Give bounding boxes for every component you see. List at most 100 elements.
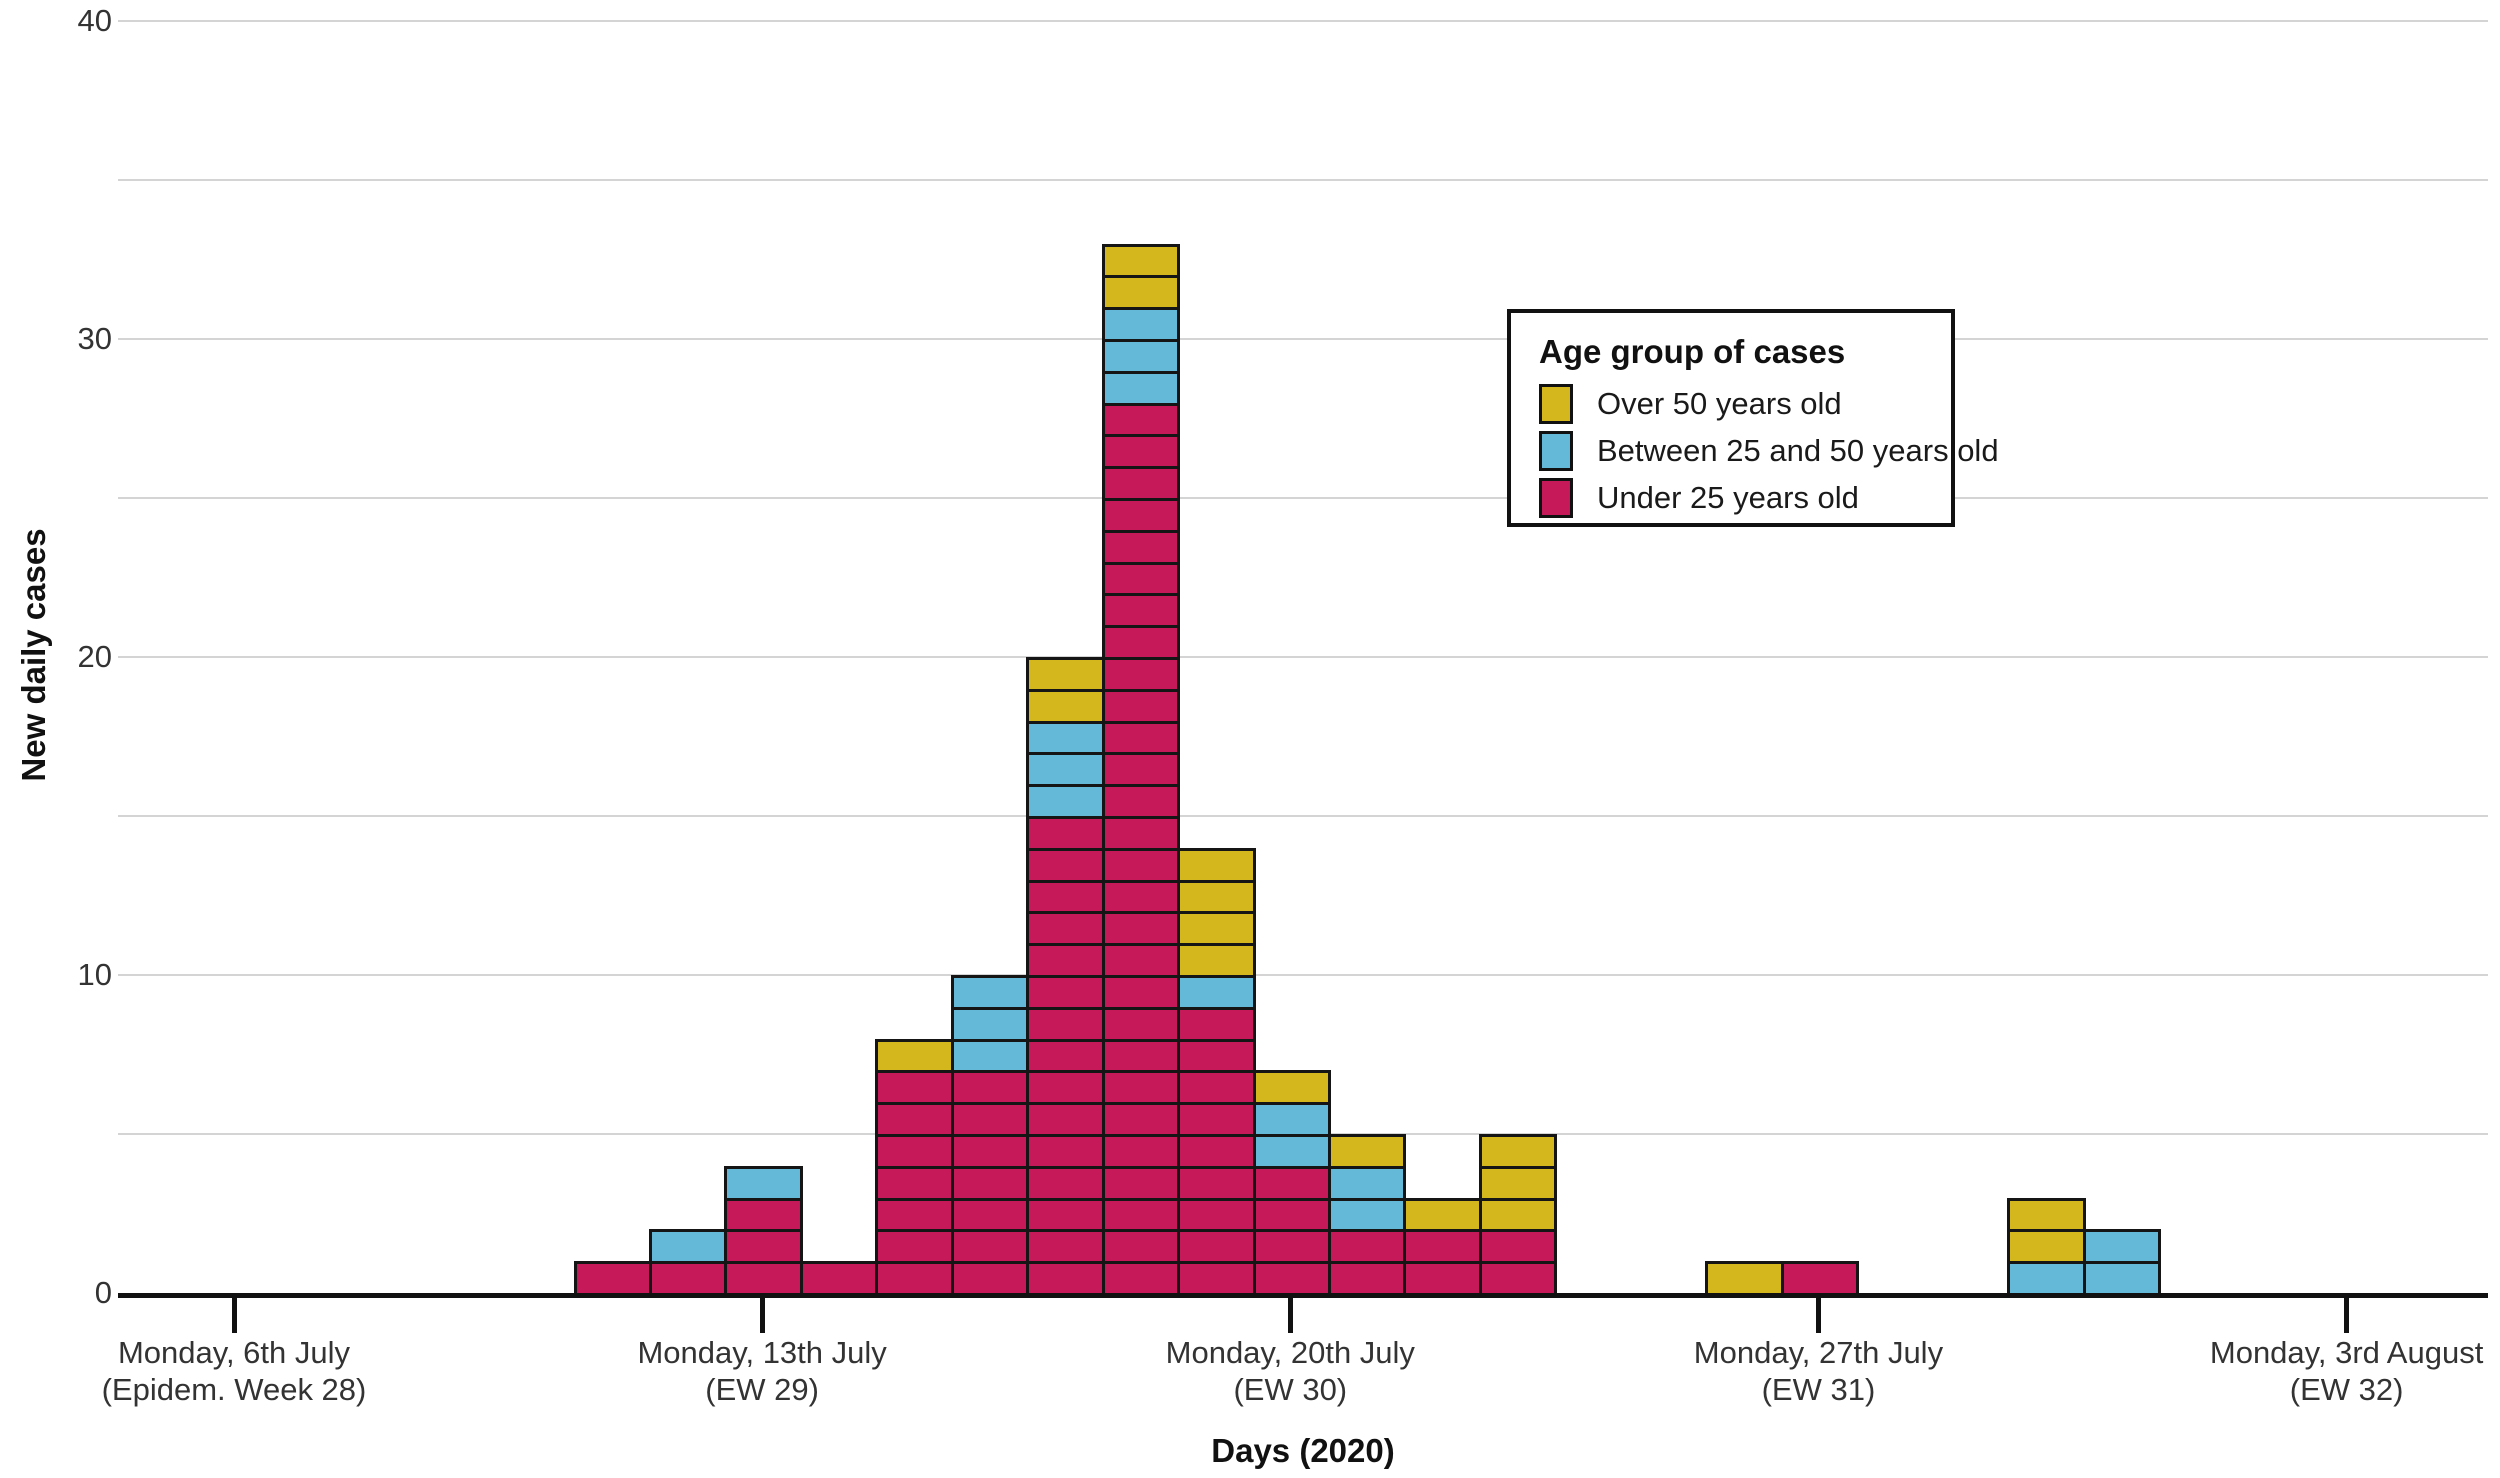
x-tick-label-line1: Monday, 27th July xyxy=(1693,1335,1944,1370)
case-cell-under_25 xyxy=(1026,1006,1105,1042)
case-cell-under_25 xyxy=(1026,1134,1105,1169)
case-cell-under_25 xyxy=(1101,1038,1181,1074)
x-tick-label-line1: Monday, 13th July xyxy=(637,1335,887,1370)
case-cell-under_25 xyxy=(950,1165,1030,1201)
case-cell-under_25 xyxy=(950,1070,1030,1106)
case-cell-under_25 xyxy=(1101,1261,1181,1296)
case-cell-under_25 xyxy=(1101,720,1181,756)
case-cell-under_25 xyxy=(875,1102,954,1137)
case-cell-under_25 xyxy=(1101,593,1181,629)
x-tick-label: Monday, 3rd August (EW 32) xyxy=(2117,1334,2500,1408)
case-cell-over_50 xyxy=(1705,1261,1784,1296)
x-tick xyxy=(2344,1297,2350,1333)
case-cell-under_25 xyxy=(1177,1070,1256,1106)
case-cell-under_25 xyxy=(1101,1102,1181,1137)
case-cell-under_25 xyxy=(1026,816,1105,851)
case-cell-under_25 xyxy=(875,1165,954,1201)
case-cell-between_25_50 xyxy=(950,1006,1030,1042)
case-cell-under_25 xyxy=(1177,1102,1256,1137)
case-cell-between_25_50 xyxy=(1101,307,1181,342)
case-cell-between_25_50 xyxy=(950,975,1030,1010)
legend-item-between_25_50: Between 25 and 50 years old xyxy=(1539,430,1999,472)
case-cell-over_50 xyxy=(1177,879,1256,915)
case-cell-under_25 xyxy=(1403,1261,1482,1296)
case-cell-between_25_50 xyxy=(950,1038,1030,1074)
case-cell-over_50 xyxy=(1101,275,1181,311)
x-axis-line xyxy=(118,1293,2488,1298)
case-cell-over_50 xyxy=(1403,1197,1482,1233)
case-cell-under_25 xyxy=(1101,752,1181,788)
y-axis-title: New daily cases xyxy=(15,528,52,782)
grid-line xyxy=(118,179,2488,181)
case-cell-under_25 xyxy=(1101,466,1181,501)
case-cell-under_25 xyxy=(1101,911,1181,947)
case-cell-under_25 xyxy=(724,1229,803,1265)
case-cell-under_25 xyxy=(724,1197,803,1233)
legend-item-label: Between 25 and 50 years old xyxy=(1597,433,1999,468)
x-tick-label-line2: (EW 32) xyxy=(2289,1372,2404,1407)
grid-line xyxy=(118,974,2488,976)
case-cell-under_25 xyxy=(1177,1197,1256,1233)
case-cell-under_25 xyxy=(1101,943,1181,978)
case-cell-between_25_50 xyxy=(1177,975,1256,1010)
y-tick-label: 0 xyxy=(94,1275,112,1310)
x-tick-label-line1: Monday, 20th July xyxy=(1165,1335,1415,1370)
case-cell-under_25 xyxy=(1252,1197,1331,1233)
grid-line xyxy=(118,338,2488,340)
x-tick-label: Monday, 6th July (Epidem. Week 28) xyxy=(4,1334,464,1408)
x-tick xyxy=(231,1297,237,1333)
case-cell-under_25 xyxy=(950,1229,1030,1265)
case-cell-under_25 xyxy=(799,1261,879,1296)
case-cell-under_25 xyxy=(1177,1006,1256,1042)
case-cell-over_50 xyxy=(875,1038,954,1074)
case-cell-under_25 xyxy=(875,1261,954,1296)
case-cell-over_50 xyxy=(1026,688,1105,724)
case-cell-under_25 xyxy=(1101,561,1181,597)
case-cell-over_50 xyxy=(1177,847,1256,883)
grid-line xyxy=(118,815,2488,817)
case-cell-under_25 xyxy=(1252,1229,1331,1265)
case-cell-between_25_50 xyxy=(1328,1165,1407,1201)
case-cell-under_25 xyxy=(1101,402,1181,438)
case-cell-between_25_50 xyxy=(2007,1261,2086,1296)
case-cell-between_25_50 xyxy=(1026,784,1105,819)
x-tick-label: Monday, 20th July (EW 30) xyxy=(1060,1334,1520,1408)
case-cell-under_25 xyxy=(1026,879,1105,915)
case-cell-between_25_50 xyxy=(724,1165,803,1201)
case-cell-under_25 xyxy=(1026,943,1105,978)
case-cell-under_25 xyxy=(1026,1261,1105,1296)
legend-swatch-over_50 xyxy=(1539,384,1573,424)
case-cell-between_25_50 xyxy=(1026,720,1105,756)
case-cell-under_25 xyxy=(1328,1261,1407,1296)
legend-item-over_50: Over 50 years old xyxy=(1539,383,1951,425)
case-cell-over_50 xyxy=(1177,943,1256,978)
x-tick xyxy=(1287,1297,1293,1333)
case-cell-under_25 xyxy=(1101,1006,1181,1042)
x-tick-label-line2: (EW 30) xyxy=(1233,1372,1348,1407)
case-cell-between_25_50 xyxy=(648,1229,728,1265)
case-cell-under_25 xyxy=(1101,1070,1181,1106)
case-cell-under_25 xyxy=(1177,1165,1256,1201)
case-cell-under_25 xyxy=(1328,1229,1407,1265)
case-cell-under_25 xyxy=(1101,784,1181,819)
case-cell-over_50 xyxy=(2007,1229,2086,1265)
case-cell-under_25 xyxy=(1026,1102,1105,1137)
case-cell-under_25 xyxy=(950,1197,1030,1233)
case-cell-under_25 xyxy=(1177,1134,1256,1169)
case-cell-under_25 xyxy=(1026,1197,1105,1233)
case-cell-under_25 xyxy=(1101,975,1181,1010)
case-cell-under_25 xyxy=(875,1229,954,1265)
case-cell-under_25 xyxy=(1026,847,1105,883)
x-tick-label: Monday, 27th July (EW 31) xyxy=(1588,1334,2048,1408)
case-cell-under_25 xyxy=(1026,911,1105,947)
case-cell-under_25 xyxy=(1101,688,1181,724)
case-cell-under_25 xyxy=(1026,1070,1105,1106)
x-tick-label-line2: (Epidem. Week 28) xyxy=(101,1372,367,1407)
case-cell-under_25 xyxy=(1101,1229,1181,1265)
case-cell-under_25 xyxy=(875,1134,954,1169)
case-cell-under_25 xyxy=(1026,1038,1105,1074)
case-cell-under_25 xyxy=(875,1197,954,1233)
case-cell-under_25 xyxy=(1252,1165,1331,1201)
x-tick-label-line2: (EW 29) xyxy=(705,1372,819,1407)
